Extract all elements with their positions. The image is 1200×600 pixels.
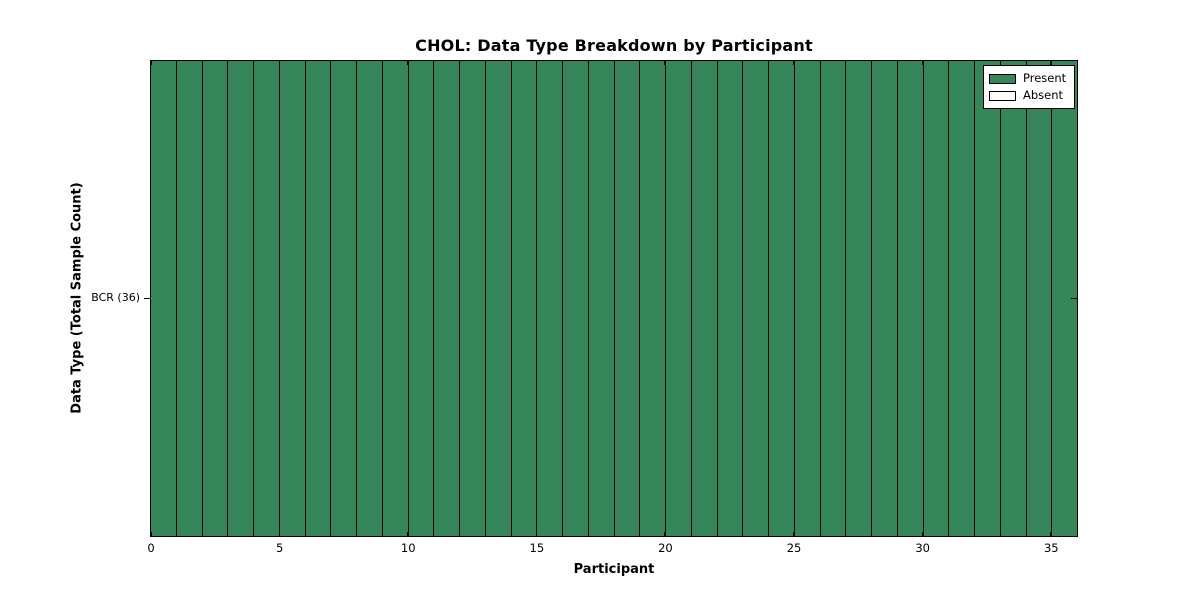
x-axis-tick-top <box>921 61 923 65</box>
x-axis-tick-bottom <box>151 532 152 536</box>
x-axis-tick-top <box>793 61 795 65</box>
heatmap-cell <box>768 61 794 536</box>
heatmap-cell <box>304 61 331 536</box>
x-tick-label: 25 <box>786 541 802 555</box>
legend-label-absent: Absent <box>1023 88 1064 102</box>
heatmap-cell <box>330 61 356 536</box>
heatmap-cell <box>587 61 614 536</box>
x-axis-tick-top <box>407 61 409 65</box>
heatmap-cell <box>407 61 434 536</box>
heatmap-cell <box>227 61 253 536</box>
x-tick-label: 10 <box>400 541 416 555</box>
x-tick-label: 15 <box>529 541 545 555</box>
heatmap-cell <box>562 61 588 536</box>
legend-item-absent: Absent <box>984 87 1074 104</box>
heatmap-cell <box>716 61 743 536</box>
heatmap-cell <box>948 61 974 536</box>
heatmap-cell <box>459 61 485 536</box>
x-axis-tick-bottom <box>278 532 280 536</box>
x-axis-tick-top <box>151 61 152 65</box>
heatmap-cell <box>871 61 897 536</box>
plot-area <box>150 60 1078 537</box>
y-axis-tick-left <box>144 298 150 299</box>
x-tick-label: 5 <box>275 541 284 555</box>
heatmap-cell <box>253 61 279 536</box>
heatmap-cell <box>845 61 871 536</box>
x-axis-tick-bottom <box>664 532 666 536</box>
heatmap-cell <box>356 61 382 536</box>
heatmap-cell <box>201 61 228 536</box>
y-axis-label: Data Type (Total Sample Count) <box>69 182 85 414</box>
x-axis-tick-bottom <box>407 532 409 536</box>
legend: Present Absent <box>983 65 1075 109</box>
heatmap-cell <box>613 61 640 536</box>
heatmap-cell <box>510 61 537 536</box>
y-axis-tick-right <box>1071 298 1077 299</box>
x-axis-tick-bottom <box>535 532 537 536</box>
x-tick-label: 20 <box>658 541 673 555</box>
heatmap-cell <box>974 61 1000 536</box>
x-tick-label: 35 <box>1043 541 1059 555</box>
heatmap-cell <box>793 61 820 536</box>
x-axis-tick-bottom <box>1050 532 1052 536</box>
heatmap-cell <box>1025 61 1052 536</box>
heatmap-cell <box>999 61 1026 536</box>
heatmap-cell <box>896 61 923 536</box>
heatmap-cell <box>742 61 768 536</box>
chart-title: CHOL: Data Type Breakdown by Participant <box>415 36 813 55</box>
x-axis-tick-top <box>664 61 666 65</box>
heatmap-cell <box>690 61 717 536</box>
legend-item-present: Present <box>984 70 1074 87</box>
heatmap-cell <box>819 61 846 536</box>
x-axis-tick-top <box>535 61 537 65</box>
heatmap-cell <box>639 61 665 536</box>
absent-swatch-icon <box>989 90 1016 101</box>
heatmap-cell <box>175 61 202 536</box>
heatmap-cell <box>433 61 459 536</box>
x-axis-tick-top <box>1050 61 1052 65</box>
heatmap-cell <box>484 61 511 536</box>
x-axis-tick-top <box>278 61 280 65</box>
y-tick-label: BCR (36) <box>91 291 140 304</box>
x-tick-label: 30 <box>915 541 930 555</box>
present-swatch-icon <box>989 73 1016 84</box>
x-axis-tick-bottom <box>793 532 795 536</box>
x-tick-label: 0 <box>147 541 155 555</box>
x-axis-label: Participant <box>573 562 655 577</box>
legend-label-present: Present <box>1023 71 1067 85</box>
heatmap-cell <box>536 61 562 536</box>
heatmap-cell <box>151 61 176 536</box>
heatmap-cell <box>665 61 691 536</box>
heatmap-cell <box>381 61 408 536</box>
heatmap-cell <box>922 61 949 536</box>
x-axis-tick-bottom <box>921 532 923 536</box>
heatmap-cell <box>278 61 305 536</box>
